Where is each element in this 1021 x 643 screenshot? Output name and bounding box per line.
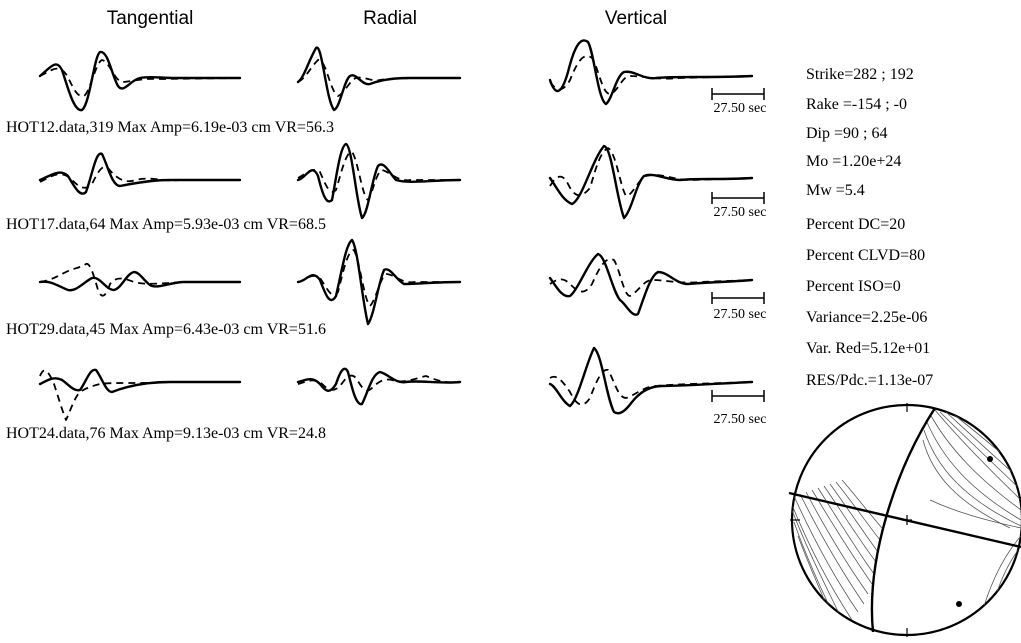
scale-bar-4: 27.50 sec (711, 390, 767, 427)
nodal-plane-2 (870, 407, 937, 633)
observed-trace-radial-4 (296, 367, 462, 406)
synthetic-trace-radial-3 (297, 249, 460, 307)
source-parameters: Strike=282 ; 192 Rake =-154 ; -0 Dip =90… (806, 66, 933, 389)
synthetic-trace-vertical-4 (549, 369, 753, 406)
param-var-red: Var. Red=5.12e+01 (806, 340, 930, 357)
scale-bar-1: 27.50 sec (711, 88, 767, 116)
param-res-pdc: RES/Pdc.=1.13e-07 (806, 372, 933, 389)
column-header-tangential: Tangential (107, 8, 194, 29)
p-axis-marker (956, 601, 962, 607)
observed-trace-radial-1 (296, 46, 462, 112)
synthetic-trace-radial-2 (297, 151, 460, 201)
waveform-row-4: 27.50 sec HOT24.data,76 Max Amp=9.13e-03… (6, 346, 767, 442)
observed-trace-vertical-3 (548, 252, 754, 316)
t-axis-marker (987, 456, 993, 462)
observed-trace-tangential-4 (38, 368, 242, 394)
synthetic-trace-tangential-4 (39, 369, 240, 421)
scale-bar-2: 27.50 sec (711, 192, 767, 220)
observed-trace-vertical-2 (548, 144, 754, 220)
scale-bar-label-4: 27.50 sec (714, 412, 767, 427)
param-mw: Mw =5.4 (806, 182, 865, 199)
scale-bar-label-2: 27.50 sec (714, 205, 767, 220)
synthetic-trace-radial-4 (297, 374, 461, 392)
param-strike: Strike=282 ; 192 (806, 66, 914, 83)
param-variance: Variance=2.25e-06 (806, 309, 927, 326)
observed-trace-tangential-3 (38, 270, 242, 292)
param-rake: Rake =-154 ; -0 (806, 96, 907, 113)
scale-bar-label-1: 27.50 sec (714, 101, 767, 116)
station-label-4: HOT24.data,76 Max Amp=9.13e-03 cm VR=24.… (6, 425, 326, 442)
synthetic-trace-vertical-2 (549, 147, 753, 197)
waveform-row-3: 27.50 sec HOT29.data,45 Max Amp=6.43e-03… (6, 238, 767, 338)
synthetic-trace-radial-1 (297, 59, 461, 97)
observed-trace-tangential-1 (38, 50, 242, 112)
column-header-radial: Radial (363, 8, 417, 29)
station-label-3: HOT29.data,45 Max Amp=6.43e-03 cm VR=51.… (6, 321, 326, 338)
station-label-1: HOT12.data,319 Max Amp=6.19e-03 cm VR=56… (6, 119, 334, 136)
observed-trace-radial-2 (296, 142, 462, 220)
synthetic-trace-vertical-3 (549, 258, 753, 297)
observed-trace-radial-3 (296, 238, 462, 326)
param-percent-iso: Percent ISO=0 (806, 278, 901, 295)
param-percent-clvd: Percent CLVD=80 (806, 247, 925, 264)
synthetic-trace-tangential-2 (39, 166, 240, 189)
param-percent-dc: Percent DC=20 (806, 216, 905, 233)
param-dip: Dip =90 ; 64 (806, 125, 887, 142)
focal-mechanism-beachball (788, 403, 1021, 637)
synthetic-trace-vertical-1 (549, 55, 753, 95)
observed-trace-tangential-2 (38, 152, 242, 195)
param-mo: Mo =1.20e+24 (806, 153, 901, 170)
synthetic-trace-tangential-3 (39, 263, 240, 297)
waveform-row-1: 27.50 sec HOT12.data,319 Max Amp=6.19e-0… (6, 39, 767, 136)
column-header-vertical: Vertical (605, 8, 667, 29)
station-label-2: HOT17.data,64 Max Amp=5.93e-03 cm VR=68.… (6, 216, 326, 233)
scale-bar-3: 27.50 sec (711, 292, 767, 322)
observed-trace-vertical-4 (548, 346, 754, 415)
synthetic-trace-tangential-1 (39, 59, 241, 97)
waveform-row-2: 27.50 sec HOT17.data,64 Max Amp=5.93e-03… (6, 142, 767, 233)
scale-bar-label-3: 27.50 sec (714, 307, 767, 322)
